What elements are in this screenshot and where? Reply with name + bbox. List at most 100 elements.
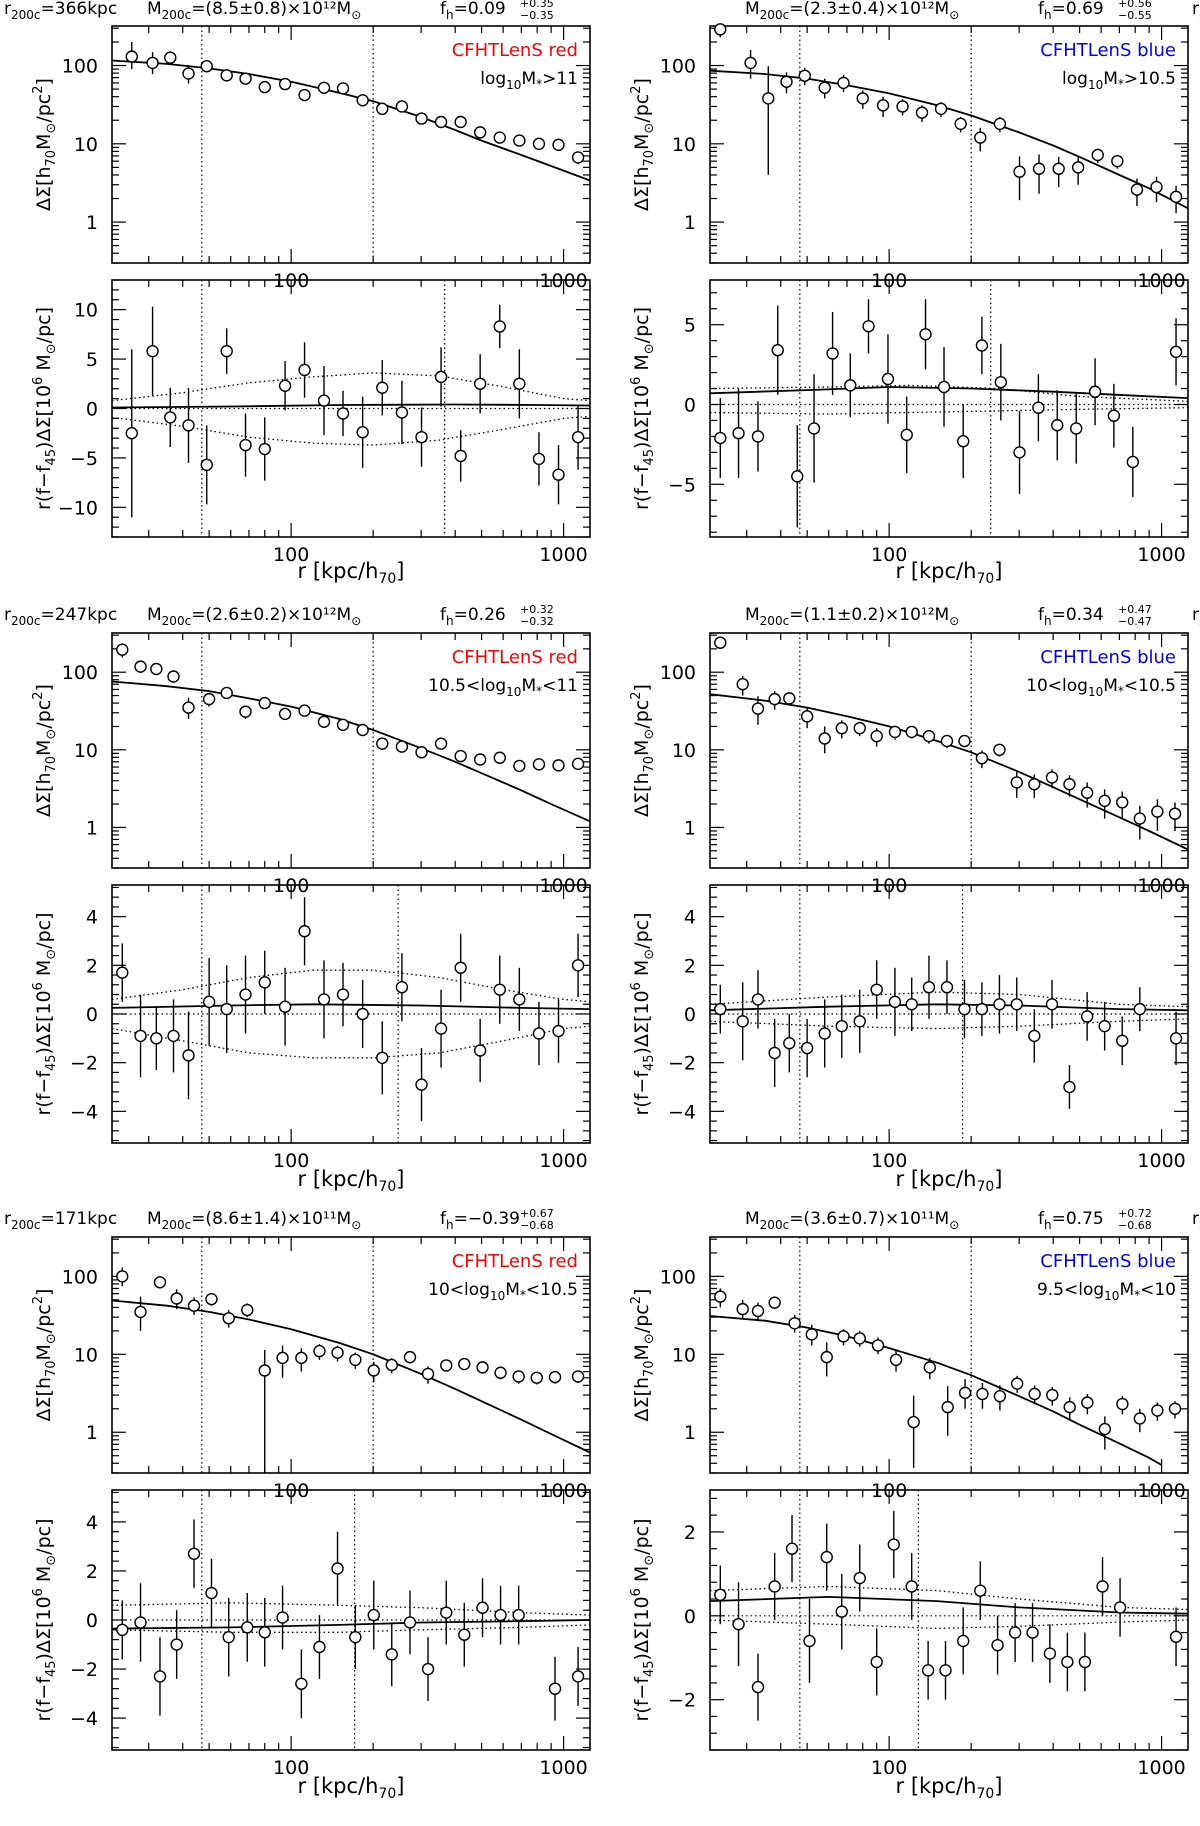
model-band-upper <box>709 991 1189 1008</box>
data-point <box>552 759 565 772</box>
data-point <box>125 427 138 440</box>
data-point <box>571 430 585 444</box>
data-point <box>1013 165 1026 178</box>
data-point <box>853 1571 866 1585</box>
model-curve <box>709 1595 1189 1615</box>
data-point <box>785 1542 799 1555</box>
data-point <box>571 959 585 972</box>
data-point <box>548 1370 562 1384</box>
data-point <box>856 92 869 105</box>
x-axis-label: r [kpc/h70] <box>298 1774 405 1802</box>
data-point <box>714 1002 727 1016</box>
data-point <box>258 1364 271 1377</box>
data-point <box>513 377 526 390</box>
shear-y-axis-label: ΔΣ[h70M⊙/pc2] <box>31 684 59 817</box>
data-point <box>182 701 195 714</box>
data-point <box>458 1628 471 1641</box>
data-point <box>940 981 954 994</box>
cross-y-axis-label: r(f−f45)ΔΣ[106 M⊙/pc] <box>31 1518 59 1721</box>
y-tick-label: 0 <box>684 1606 696 1628</box>
plot-frame <box>709 279 1189 538</box>
data-point <box>771 344 784 357</box>
data-point <box>153 1670 167 1683</box>
header-m200c: M200c=(1.1±0.2)×10¹²M⊙ <box>745 605 959 628</box>
data-point <box>170 1638 183 1651</box>
model-band-lower <box>111 415 591 446</box>
data-point <box>1026 1626 1039 1639</box>
fh-error-upper: +0.56 <box>1118 0 1152 10</box>
data-point <box>768 692 781 706</box>
data-point <box>571 1370 585 1383</box>
header-r200c: r200c=366kpc <box>4 0 117 22</box>
svg-text:fh=0.75: fh=0.75 <box>1038 1209 1104 1232</box>
fh-error-lower: −0.35 <box>520 9 554 22</box>
legend-mass-selection: log10M*>11 <box>480 69 578 92</box>
data-point <box>1028 1387 1041 1401</box>
legend-sample-name: CFHTLenS red <box>452 1251 578 1272</box>
data-point <box>862 320 875 333</box>
data-point <box>434 370 448 384</box>
data-point <box>220 69 233 82</box>
data-point <box>356 723 369 737</box>
fh-error-upper: +0.32 <box>520 603 554 616</box>
data-point <box>571 151 585 164</box>
data-point <box>957 1634 970 1648</box>
data-point <box>146 56 159 70</box>
data-point <box>493 131 506 144</box>
svg-text:fh=0.34: fh=0.34 <box>1038 605 1104 628</box>
data-point <box>826 347 839 360</box>
y-tick-label: 0 <box>684 395 696 417</box>
data-point <box>1113 1601 1127 1614</box>
data-point <box>1028 778 1041 791</box>
data-point <box>1010 1377 1024 1390</box>
data-point <box>454 115 467 129</box>
y-tick-label: 100 <box>660 662 696 684</box>
data-point <box>1116 796 1129 809</box>
data-point <box>376 737 389 750</box>
data-point <box>1169 345 1183 359</box>
data-point <box>513 759 526 773</box>
data-point <box>1116 1397 1129 1411</box>
fh-error-upper: +0.47 <box>1118 603 1152 616</box>
y-tick-label: −10 <box>58 497 98 519</box>
data-point <box>298 363 311 377</box>
data-point <box>395 100 409 113</box>
y-tick-label: −2 <box>70 1053 98 1075</box>
data-point <box>220 1002 233 1016</box>
data-point <box>403 1350 417 1364</box>
data-point <box>258 1626 271 1639</box>
data-point <box>1080 786 1094 799</box>
y-tick-label: 2 <box>684 1522 696 1544</box>
data-point <box>922 729 936 743</box>
data-point <box>125 50 138 63</box>
cross-y-axis-label: r(f−f45)ΔΣ[106 M⊙/pc] <box>629 912 657 1115</box>
y-tick-label: 5 <box>684 315 696 337</box>
header-r200c: r200c=186kpc <box>1192 605 1200 628</box>
data-point <box>783 1037 796 1050</box>
data-point <box>454 449 467 463</box>
data-point <box>853 721 866 735</box>
data-point <box>548 1682 562 1695</box>
data-point <box>473 1044 487 1057</box>
y-tick-label: 4 <box>684 907 696 929</box>
legend-mass-selection: 9.5<log10M*<10 <box>1037 1280 1176 1303</box>
data-point <box>182 67 195 80</box>
data-point <box>976 1387 989 1401</box>
data-point <box>202 995 216 1009</box>
data-point <box>751 1304 765 1318</box>
data-point <box>116 1270 129 1283</box>
data-point <box>1133 812 1147 825</box>
model-curve <box>709 386 1189 399</box>
data-point <box>164 51 177 64</box>
data-point <box>1116 1034 1129 1047</box>
plot-frame <box>111 632 591 869</box>
data-point <box>241 1621 254 1634</box>
data-point <box>937 380 951 394</box>
shear-y-axis-label: ΔΣ[h70M⊙/pc2] <box>629 684 657 817</box>
data-point <box>356 426 369 439</box>
y-tick-label: 0 <box>684 1004 696 1026</box>
data-point <box>1063 1080 1076 1094</box>
plot-frame <box>709 1236 1189 1474</box>
